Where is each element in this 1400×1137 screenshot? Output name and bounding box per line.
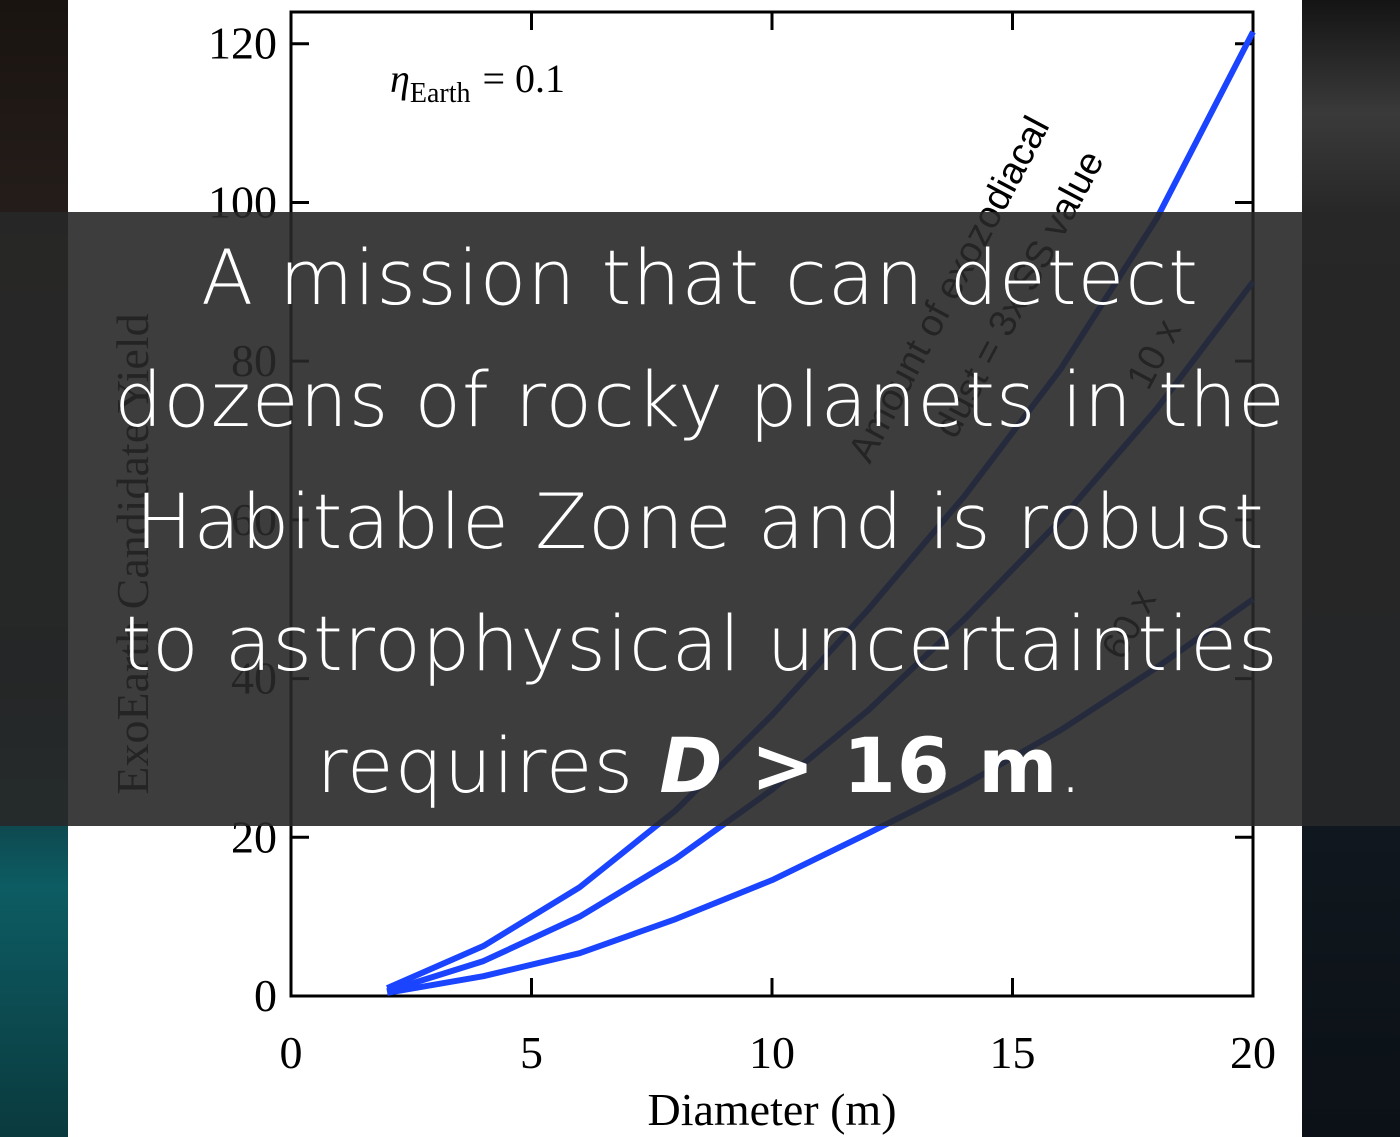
y-tick-label: 0 <box>254 970 277 1021</box>
caption-emphasis: > 16 m <box>751 721 1059 810</box>
caption-line: to astrophysical uncertainties <box>0 583 1400 705</box>
caption-line: dozens of rocky planets in the <box>0 339 1400 461</box>
x-axis-title: Diameter (m) <box>647 1084 896 1135</box>
x-tick-label: 0 <box>280 1027 303 1078</box>
x-tick-label: 20 <box>1230 1027 1276 1078</box>
caption-overlay: A mission that can detect dozens of rock… <box>0 212 1400 826</box>
annotation-text: = 0.1 <box>482 56 565 101</box>
caption-line: Habitable Zone and is robust <box>0 461 1400 583</box>
annotation-symbol: η <box>390 56 410 101</box>
annotation-subscript: Earth <box>410 78 471 109</box>
caption-text: requires <box>316 721 634 810</box>
annotation: ηEarth = 0.1 <box>390 56 565 109</box>
x-tick-label: 5 <box>520 1027 543 1078</box>
x-tick-label: 10 <box>749 1027 795 1078</box>
x-tick-label: 15 <box>990 1027 1036 1078</box>
slide: {"chart_data": {"type": "line", "x_label… <box>0 0 1400 1137</box>
caption-text: . <box>1058 721 1083 810</box>
caption-emphasis: D <box>659 721 723 810</box>
caption-line: A mission that can detect <box>0 217 1400 339</box>
caption-line: requires D > 16 m. <box>0 705 1400 827</box>
y-tick-label: 120 <box>208 18 277 69</box>
